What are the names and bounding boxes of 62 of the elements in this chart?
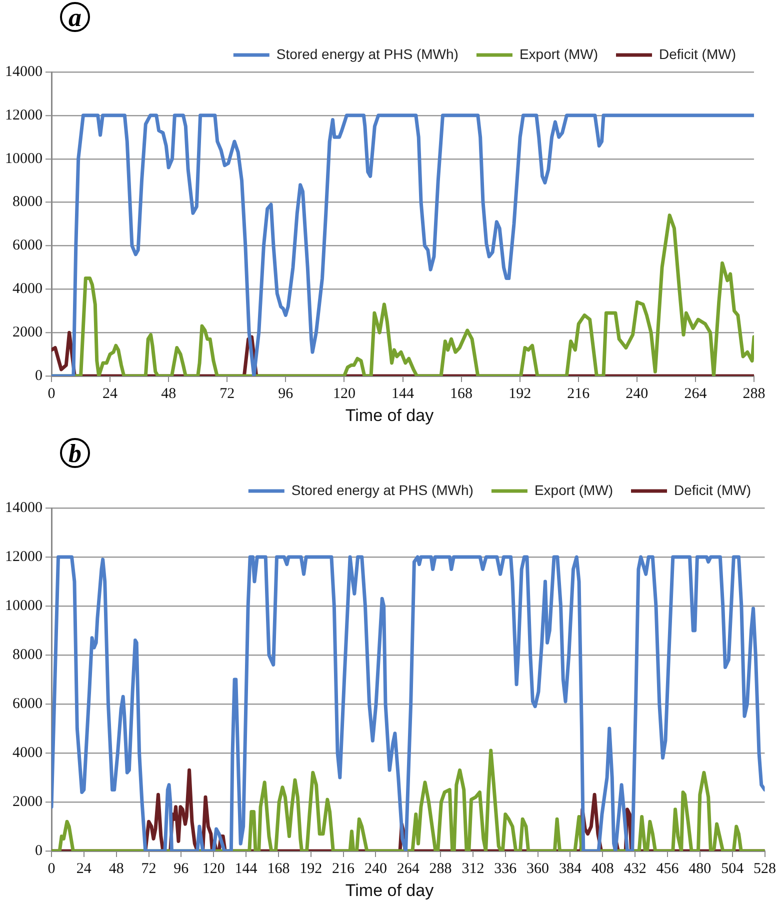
y-tick-label: 14000 xyxy=(5,64,42,80)
y-tick-label: 0 xyxy=(35,842,42,859)
x-tick-label: 528 xyxy=(754,860,776,877)
x-tick-label: 0 xyxy=(48,860,56,877)
x-tick-label: 72 xyxy=(220,386,235,402)
y-tick-label: 4000 xyxy=(12,281,42,298)
legend-label: Deficit (MW) xyxy=(659,46,736,62)
y-tick-label: 2000 xyxy=(12,324,42,341)
x-tick-label: 48 xyxy=(161,386,176,402)
x-tick-label: 168 xyxy=(450,386,473,402)
legend-label: Stored energy at PHS (MWh) xyxy=(276,46,458,62)
chart-title: a xyxy=(60,2,90,32)
x-tick-label: 240 xyxy=(626,386,648,402)
x-tick-label: 96 xyxy=(278,386,294,402)
x-tick-label: 240 xyxy=(364,860,387,877)
y-tick-label: 6000 xyxy=(12,696,42,712)
x-tick-label: 120 xyxy=(332,386,356,402)
x-tick-label: 504 xyxy=(721,860,744,877)
legend-label: Export (MW) xyxy=(534,482,614,498)
x-tick-label: 144 xyxy=(392,386,414,402)
y-tick-label: 10000 xyxy=(5,598,42,614)
x-tick-label: 288 xyxy=(742,386,766,402)
x-tick-label: 264 xyxy=(396,860,420,877)
x-tick-label: 456 xyxy=(656,860,680,877)
y-tick-label: 12000 xyxy=(5,548,42,565)
x-tick-label: 288 xyxy=(429,860,452,877)
x-tick-label: 408 xyxy=(591,860,614,877)
y-tick-label: 2000 xyxy=(12,794,42,810)
x-tick-label: 144 xyxy=(234,860,258,877)
x-axis-title: Time of day xyxy=(344,406,435,426)
x-tick-label: 168 xyxy=(267,860,290,877)
y-tick-label: 8000 xyxy=(12,194,42,210)
x-tick-label: 336 xyxy=(494,860,518,877)
x-tick-label: 360 xyxy=(526,860,550,877)
y-tick-label: 6000 xyxy=(12,238,42,254)
x-tick-label: 0 xyxy=(48,386,56,402)
x-tick-label: 192 xyxy=(300,860,322,877)
x-tick-label: 216 xyxy=(332,860,356,877)
x-tick-label: 24 xyxy=(102,386,118,402)
legend-label: Export (MW) xyxy=(519,46,598,62)
x-tick-label: 48 xyxy=(108,860,124,877)
y-tick-label: 8000 xyxy=(12,646,42,663)
x-tick-label: 96 xyxy=(174,860,190,877)
x-tick-label: 120 xyxy=(202,860,225,877)
x-axis-title: Time of day xyxy=(344,881,435,901)
x-tick-label: 72 xyxy=(141,860,156,877)
y-tick-label: 10000 xyxy=(5,150,42,167)
y-tick-label: 4000 xyxy=(12,744,42,761)
x-tick-label: 216 xyxy=(567,386,590,402)
x-tick-label: 480 xyxy=(688,860,712,877)
x-tick-label: 312 xyxy=(462,860,484,877)
chart-title: b xyxy=(60,438,90,468)
x-tick-label: 384 xyxy=(558,860,582,877)
y-tick-label: 12000 xyxy=(5,107,42,124)
legend-label: Deficit (MW) xyxy=(674,482,752,498)
x-tick-label: 192 xyxy=(508,386,532,402)
y-tick-label: 14000 xyxy=(5,500,42,516)
x-tick-label: 264 xyxy=(684,386,708,402)
y-tick-label: 0 xyxy=(35,368,42,384)
x-tick-label: 24 xyxy=(76,860,92,877)
legend-label: Stored energy at PHS (MWh) xyxy=(291,482,474,498)
x-tick-label: 432 xyxy=(624,860,646,877)
